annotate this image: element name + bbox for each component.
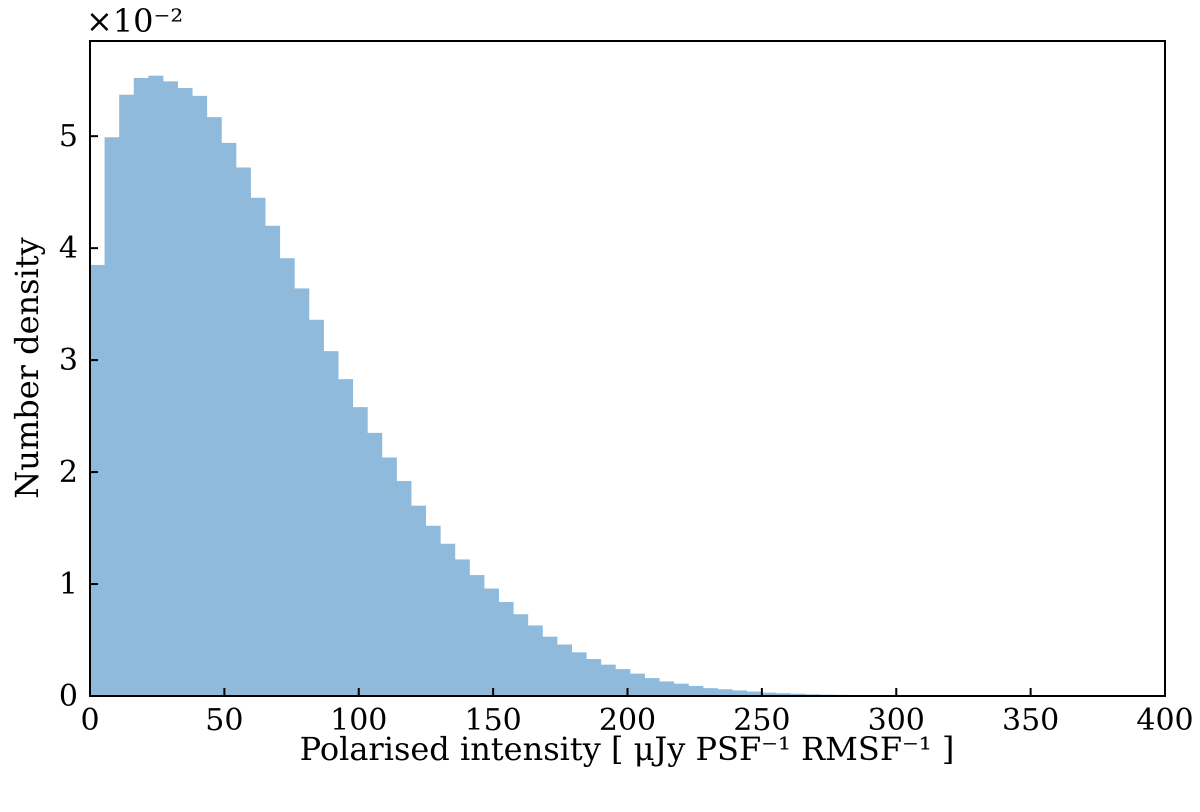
histogram-bar bbox=[761, 692, 777, 696]
histogram-bar bbox=[454, 559, 470, 696]
histogram-bar bbox=[702, 688, 718, 696]
histogram-bar bbox=[381, 457, 397, 696]
histogram-bar bbox=[600, 664, 616, 696]
histogram-bar bbox=[790, 693, 806, 696]
histogram-bar bbox=[367, 432, 383, 696]
histogram-bar bbox=[629, 673, 645, 696]
histogram-bar bbox=[133, 77, 149, 696]
y-tick-label: 2 bbox=[59, 455, 78, 490]
x-tick-label: 400 bbox=[1136, 703, 1193, 738]
y-tick-label: 0 bbox=[59, 679, 78, 714]
histogram-bar bbox=[484, 588, 499, 696]
histogram-bar bbox=[308, 319, 324, 696]
x-tick-label: 200 bbox=[599, 703, 656, 738]
x-tick-label: 250 bbox=[733, 703, 790, 738]
histogram-bar bbox=[586, 659, 602, 696]
x-axis-label: Polarised intensity [ μJy PSF⁻¹ RMSF⁻¹ ] bbox=[300, 730, 955, 768]
histogram-bar bbox=[206, 117, 222, 696]
histogram-bar bbox=[673, 683, 689, 696]
histogram-bar bbox=[688, 685, 704, 696]
histogram-bar bbox=[148, 75, 164, 696]
histogram-bar bbox=[162, 81, 178, 696]
histogram-bar bbox=[177, 88, 193, 696]
x-tick-label: 0 bbox=[80, 703, 99, 738]
histogram-bar bbox=[556, 644, 572, 696]
histogram-bar bbox=[659, 681, 675, 696]
histogram-bar bbox=[221, 142, 237, 696]
y-tick-label: 1 bbox=[59, 567, 78, 602]
histogram-bar bbox=[279, 258, 295, 696]
x-axis: 0 50 100 150 200 250 300 350 400 bbox=[80, 688, 1194, 738]
histogram-bar bbox=[338, 379, 354, 696]
histogram-bar bbox=[775, 693, 791, 696]
histogram-bar bbox=[542, 636, 558, 696]
histogram-bar bbox=[396, 481, 412, 696]
y-tick-label: 3 bbox=[59, 343, 78, 378]
histogram-bars bbox=[90, 75, 966, 697]
histogram-bar bbox=[440, 543, 456, 696]
histogram-bar bbox=[119, 94, 135, 697]
histogram-bar bbox=[644, 678, 660, 696]
histogram-bar bbox=[469, 575, 485, 696]
histogram-bar bbox=[250, 197, 266, 696]
histogram-bar bbox=[294, 288, 310, 696]
histogram-bar bbox=[527, 625, 543, 696]
histogram-bar bbox=[235, 167, 251, 696]
y-axis-label: Number density bbox=[8, 237, 46, 498]
y-axis: 0 1 2 3 4 5 bbox=[59, 119, 98, 714]
y-scale-factor: ×10⁻² bbox=[86, 2, 183, 40]
histogram-bar bbox=[732, 690, 748, 696]
histogram-bar bbox=[717, 689, 733, 696]
x-tick-label: 50 bbox=[205, 703, 243, 738]
x-tick-label: 300 bbox=[868, 703, 925, 738]
histogram-bar bbox=[498, 601, 514, 696]
histogram-bar bbox=[352, 407, 368, 696]
histogram-bar bbox=[425, 525, 441, 696]
histogram-bar bbox=[90, 264, 105, 696]
histogram-bar bbox=[513, 614, 529, 696]
histogram-bar bbox=[265, 225, 281, 697]
histogram-bar bbox=[104, 137, 120, 697]
histogram-bar bbox=[411, 505, 427, 696]
histogram-bar bbox=[571, 652, 587, 696]
x-tick-label: 100 bbox=[330, 703, 387, 738]
y-tick-label: 4 bbox=[59, 231, 78, 266]
y-tick-label: 5 bbox=[59, 119, 78, 154]
histogram-bar bbox=[192, 95, 208, 697]
histogram-bar bbox=[746, 691, 762, 696]
x-tick-label: 150 bbox=[464, 703, 521, 738]
x-tick-label: 350 bbox=[1002, 703, 1059, 738]
histogram-bar bbox=[323, 351, 339, 696]
